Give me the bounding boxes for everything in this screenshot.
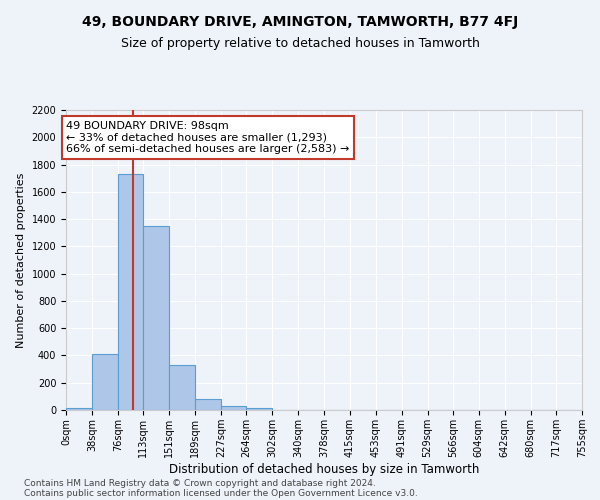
Text: Contains HM Land Registry data © Crown copyright and database right 2024.: Contains HM Land Registry data © Crown c… — [24, 478, 376, 488]
Bar — [92, 354, 118, 410]
Y-axis label: Number of detached properties: Number of detached properties — [16, 172, 26, 348]
X-axis label: Distribution of detached houses by size in Tamworth: Distribution of detached houses by size … — [169, 462, 479, 475]
Text: 49, BOUNDARY DRIVE, AMINGTON, TAMWORTH, B77 4FJ: 49, BOUNDARY DRIVE, AMINGTON, TAMWORTH, … — [82, 15, 518, 29]
Text: Contains public sector information licensed under the Open Government Licence v3: Contains public sector information licen… — [24, 488, 418, 498]
Bar — [247, 408, 272, 410]
Bar — [66, 408, 92, 410]
Bar — [221, 406, 247, 410]
Bar — [118, 174, 143, 410]
Bar — [195, 399, 221, 410]
Bar — [169, 365, 195, 410]
Bar — [143, 226, 169, 410]
Text: 49 BOUNDARY DRIVE: 98sqm
← 33% of detached houses are smaller (1,293)
66% of sem: 49 BOUNDARY DRIVE: 98sqm ← 33% of detach… — [66, 121, 349, 154]
Text: Size of property relative to detached houses in Tamworth: Size of property relative to detached ho… — [121, 38, 479, 51]
